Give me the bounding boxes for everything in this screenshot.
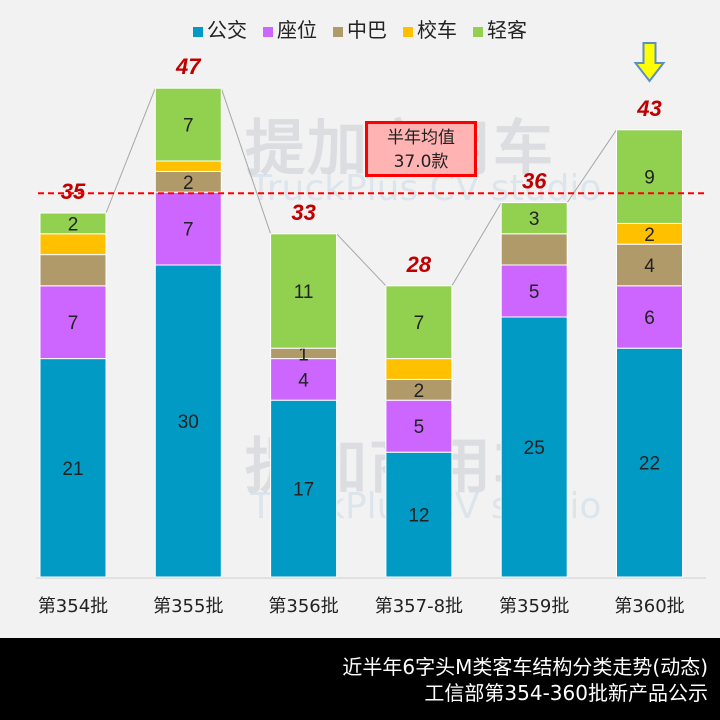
bar-segment <box>616 129 683 224</box>
bar-segment <box>270 399 338 578</box>
bar-segment <box>270 233 338 349</box>
footer-title: 近半年6字头M类客车结构分类走势(动态) <box>342 655 708 679</box>
segment-label: 2 <box>68 214 79 235</box>
category-label: 第355批 <box>153 596 223 617</box>
segment-label: 7 <box>68 313 79 334</box>
bar-segment <box>154 87 222 162</box>
segment-label: 9 <box>644 168 655 189</box>
footer-subtitle: 工信部第354-360批新产品公示 <box>424 681 708 705</box>
average-value: 37.0款 <box>393 152 449 172</box>
category-label: 第359批 <box>499 596 569 617</box>
legend-swatch <box>403 26 413 37</box>
legend-label: 公交 <box>207 18 247 42</box>
segment-label: 2 <box>183 173 194 194</box>
legend-item: 校车 <box>403 18 457 42</box>
bar-segment <box>39 254 107 287</box>
legend-swatch <box>193 26 203 37</box>
bar-segment <box>385 358 453 380</box>
bar-segment <box>500 264 568 318</box>
bar-segment <box>616 347 683 578</box>
segment-label: 6 <box>644 308 655 329</box>
total-label: 33 <box>291 200 315 225</box>
legend-label: 校车 <box>417 18 457 42</box>
segment-label: 3 <box>529 209 540 230</box>
legend-label: 轻客 <box>487 18 527 42</box>
segment-label: 17 <box>293 480 314 501</box>
bar-segment <box>39 212 107 235</box>
segment-label: 21 <box>62 459 83 480</box>
bar-segment <box>500 233 568 266</box>
segment-label: 7 <box>183 116 194 137</box>
legend-item: 中巴 <box>333 18 387 42</box>
bar-segment <box>154 264 222 578</box>
legend-label: 座位 <box>277 18 317 42</box>
segment-label: 30 <box>178 412 199 433</box>
footer: 近半年6字头M类客车结构分类走势(动态) 工信部第354-360批新产品公示 <box>0 638 720 720</box>
category-label: 第360批 <box>614 596 684 617</box>
bar-segment <box>39 358 107 578</box>
legend-item: 公交 <box>193 18 247 42</box>
legend-label: 中巴 <box>347 18 387 42</box>
category-label: 第356批 <box>268 596 338 617</box>
bar-segment <box>270 358 338 401</box>
segment-label: 4 <box>644 256 655 277</box>
connector-line <box>451 202 502 287</box>
stacked-bar-chart: 217235第354批3072747第355批17411133第356批1252… <box>36 42 708 617</box>
segment-label: 7 <box>414 313 425 334</box>
bar-segment <box>154 160 222 172</box>
segment-label: 2 <box>644 225 655 246</box>
segment-label: 2 <box>414 381 425 402</box>
connector-line <box>105 88 156 214</box>
segment-label: 1 <box>298 344 309 365</box>
bar-segment <box>385 399 453 453</box>
legend: 公交 座位 中巴 校车 轻客 <box>0 14 720 43</box>
segment-label: 5 <box>529 282 540 303</box>
segment-label: 4 <box>298 370 309 391</box>
average-box: 半年均值 37.0款 <box>365 121 477 177</box>
segment-label: 25 <box>524 438 545 459</box>
segment-label: 12 <box>408 506 429 527</box>
connector-line <box>566 129 617 203</box>
bar-segment <box>385 451 453 578</box>
total-label: 43 <box>636 96 661 121</box>
category-label: 第354批 <box>38 596 108 617</box>
average-label: 半年均值 <box>387 128 455 148</box>
legend-swatch <box>333 26 343 37</box>
connector-line <box>336 233 387 287</box>
total-label: 36 <box>522 169 547 194</box>
segment-label: 7 <box>183 220 194 241</box>
bar-segment <box>616 243 683 287</box>
segment-label: 5 <box>414 417 425 438</box>
category-label: 第357-8批 <box>375 596 463 617</box>
segment-label: 11 <box>294 282 314 303</box>
connector-line <box>220 88 272 234</box>
bar-segment <box>39 233 107 256</box>
down-arrow-icon <box>633 42 666 83</box>
bar-segment <box>154 191 222 266</box>
legend-swatch <box>263 26 273 37</box>
bar-segment <box>500 202 568 235</box>
segment-label: 22 <box>639 454 660 475</box>
bar-segment <box>500 316 568 578</box>
bar-segment <box>385 285 453 360</box>
legend-swatch <box>473 26 483 37</box>
total-label: 35 <box>61 179 86 204</box>
total-label: 47 <box>175 54 202 79</box>
total-label: 28 <box>406 252 432 277</box>
legend-item: 座位 <box>263 18 317 42</box>
legend-item: 轻客 <box>473 18 527 42</box>
